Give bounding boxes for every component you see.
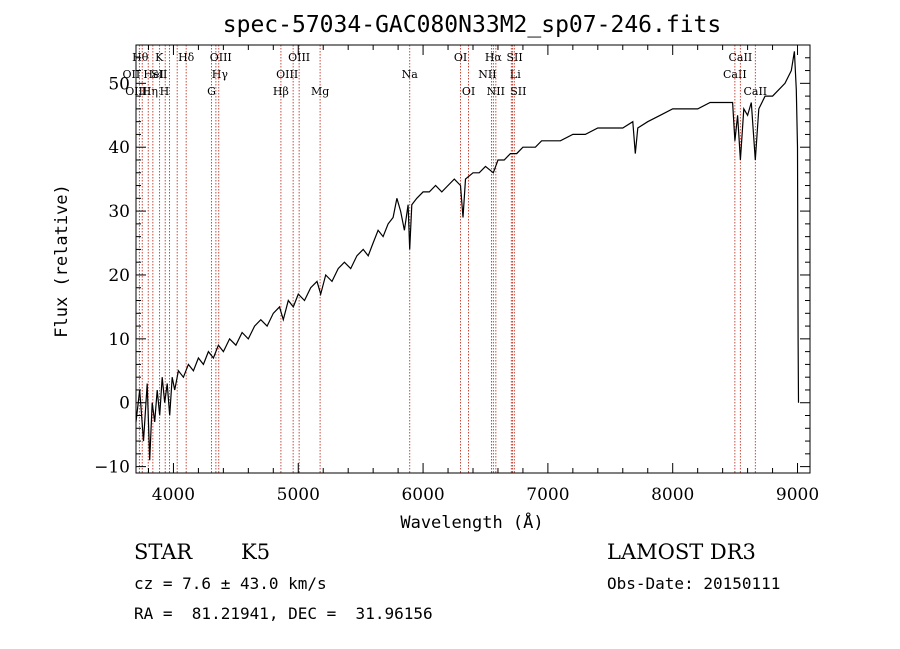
x-tick-label: 7000 — [526, 485, 569, 505]
coordinates: RA = 81.21941, DEC = 31.96156 — [134, 604, 433, 623]
spectral-line-label-24: SII — [510, 85, 526, 98]
spectral-line-label-12: Hβ — [273, 85, 289, 98]
y-tick-label: 20 — [108, 266, 130, 286]
spectrum-series — [135, 51, 800, 461]
x-tick-label: 5000 — [277, 485, 320, 505]
spectral-line-label-19: NII — [478, 68, 496, 81]
y-tick-label: 40 — [108, 138, 130, 158]
object-subclass: K5 — [241, 540, 271, 564]
spectral-line-label-3: Hη — [142, 85, 158, 98]
spectral-line-label-13: OIII — [276, 68, 298, 81]
spectral-line-label-22: Li — [510, 68, 521, 81]
spectral-line-label-27: CaII — [743, 85, 767, 98]
obs-date: Obs-Date: 20150111 — [607, 574, 781, 593]
x-tick-label: 9000 — [776, 485, 819, 505]
y-tick-label: −10 — [94, 458, 130, 478]
spectral-line-label-18: OI — [462, 85, 475, 98]
x-tick-label: 4000 — [152, 485, 195, 505]
spectral-line-label-16: Na — [402, 68, 419, 81]
x-axis-label: Wavelength (Å) — [400, 511, 543, 533]
spectral-line-label-4: HeI — [143, 68, 163, 81]
spectral-line-label-21: NII — [487, 85, 505, 98]
spectral-line-label-17: OI — [454, 51, 467, 64]
spectral-line-label-6: H — [160, 85, 170, 98]
spectral-line-label-25: CaII — [723, 68, 747, 81]
y-tick-label: 0 — [119, 394, 130, 414]
y-tick-label: 50 — [108, 74, 130, 94]
spectral-line-label-14: OIII — [288, 51, 310, 64]
spectral-line-label-5: K — [155, 51, 164, 64]
y-axis-label: Flux (relative) — [52, 184, 72, 338]
spectral-line-label-10: Hγ — [212, 68, 229, 81]
spectral-line-label-15: Mg — [311, 85, 329, 98]
y-tick-label: 10 — [108, 330, 130, 350]
y-tick-label: 30 — [108, 202, 130, 222]
spectral-line-label-26: CaII — [729, 51, 753, 64]
spectral-line-label-8: Hδ — [178, 51, 195, 64]
redshift-info: cz = 7.6 ± 43.0 km/s — [134, 574, 327, 593]
axis-ticks: 4000 5000 6000 7000 8000 9000 −10 0 10 20 30 40 50 — [94, 44, 819, 505]
spectral-line-label-9: G — [207, 85, 216, 98]
spectral-line-label-11: OIII — [210, 51, 232, 64]
survey-name: LAMOST DR3 — [607, 540, 756, 564]
spectral-line-label-7: SII — [151, 68, 167, 81]
object-class: STAR — [134, 540, 193, 564]
plot-frame — [135, 44, 811, 474]
x-tick-label: 6000 — [401, 485, 444, 505]
spectral-line-label-20: Hα — [485, 51, 503, 64]
chart-title: spec-57034-GAC080N33M2_sp07-246.fits — [223, 12, 722, 38]
x-tick-label: 8000 — [651, 485, 694, 505]
spectral-lines: HθOIIOIIIHηHeIKHSIIHδGHγOIIIHβOIIIOIIIMg… — [123, 45, 767, 473]
